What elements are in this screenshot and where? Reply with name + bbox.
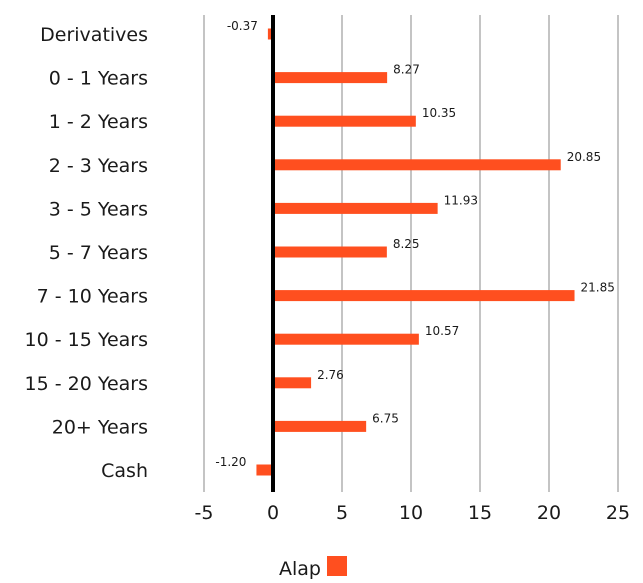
data-label: -0.37: [227, 19, 258, 33]
x-tick-label: 20: [537, 502, 561, 524]
bar: [273, 290, 575, 302]
category-label: 20+ Years: [52, 416, 148, 438]
bar: [273, 115, 416, 127]
bar: [273, 377, 312, 389]
data-label: 8.27: [393, 63, 420, 77]
category-labels: Derivatives 0 - 1 Years 1 - 2 Years 2 - 3 Y…: [25, 24, 148, 482]
data-label: 6.75: [372, 411, 399, 425]
category-label: 1 - 2 Years: [49, 111, 148, 133]
category-label: 2 - 3 Years: [49, 155, 148, 177]
bar: [267, 28, 273, 40]
category-label: 0 - 1 Years: [49, 68, 148, 90]
data-label: 11.93: [444, 193, 478, 207]
legend-label: Alap: [279, 558, 321, 580]
data-label: 20.85: [567, 150, 601, 164]
legend-swatch: [327, 556, 347, 576]
x-tick-label: 25: [606, 502, 630, 524]
category-label: 15 - 20 Years: [25, 373, 148, 395]
legend: Alap: [279, 556, 347, 580]
x-tick-label: 10: [399, 502, 423, 524]
data-labels: -0.37 8.27 10.35 20.85 11.93 8.25 21.85 10.57 2.…: [215, 19, 615, 469]
bar: [273, 72, 388, 84]
x-tick-label: 15: [468, 502, 492, 524]
category-label: 3 - 5 Years: [49, 198, 148, 220]
x-tick-label: -5: [195, 502, 214, 524]
gridlines: [203, 15, 619, 492]
category-label: 5 - 7 Years: [49, 242, 148, 264]
bar: [273, 246, 387, 258]
data-label: -1.20: [215, 455, 246, 469]
category-label: 10 - 15 Years: [25, 329, 148, 351]
data-label: 21.85: [581, 281, 615, 295]
data-label: 8.25: [393, 237, 420, 251]
data-label: 2.76: [317, 368, 344, 382]
x-tick-label: 5: [336, 502, 348, 524]
bar: [273, 159, 561, 171]
category-label: Cash: [101, 460, 148, 482]
data-label: 10.57: [425, 324, 459, 338]
bars: [256, 28, 575, 476]
bar: [273, 333, 419, 345]
x-axis-tick-labels: -5 0 5 10 15 20 25: [195, 502, 631, 524]
bar: [256, 464, 273, 476]
category-label: Derivatives: [40, 24, 148, 46]
bar: [273, 202, 438, 214]
bar: [273, 420, 367, 432]
category-label: 7 - 10 Years: [37, 286, 148, 308]
x-tick-label: 0: [267, 502, 279, 524]
data-label: 10.35: [422, 106, 456, 120]
